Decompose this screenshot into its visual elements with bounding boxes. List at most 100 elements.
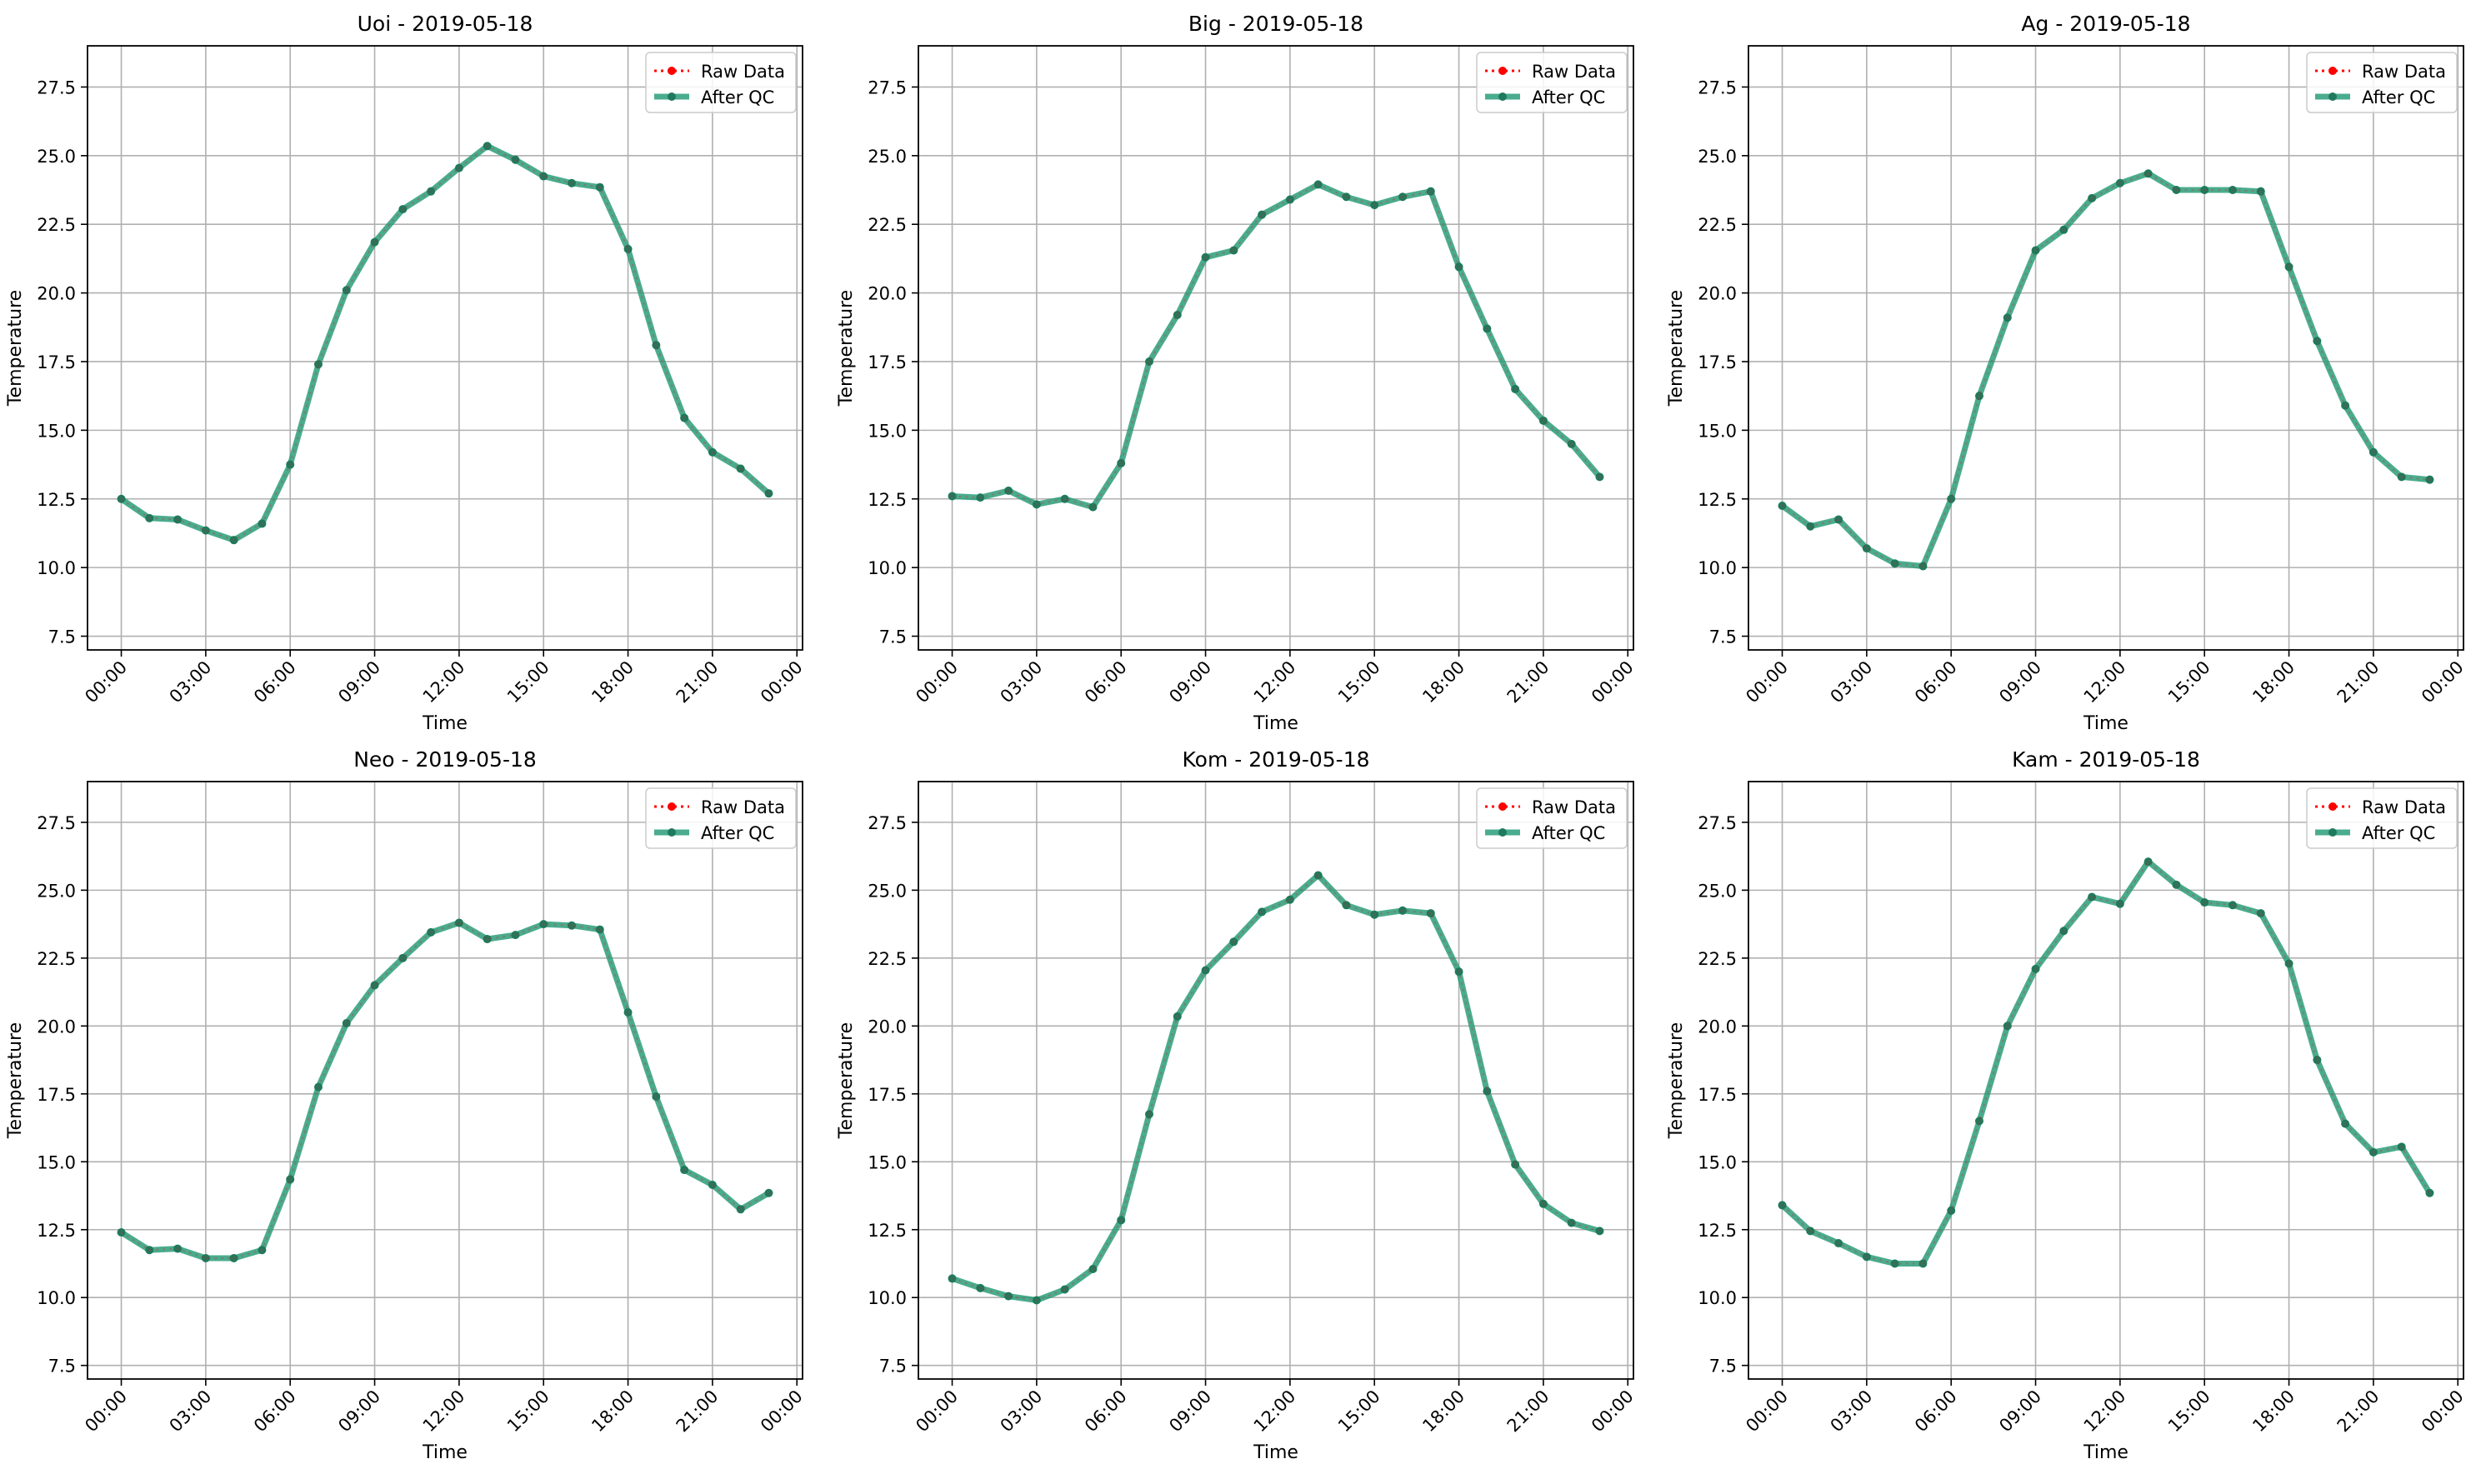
y-axis-label: Temperature bbox=[836, 290, 857, 407]
raw-data-point bbox=[541, 922, 546, 927]
raw-data-point bbox=[1977, 1118, 1982, 1123]
y-axis-label: Temperature bbox=[5, 1022, 26, 1139]
raw-data-point bbox=[1400, 908, 1405, 913]
y-tick-label: 27.5 bbox=[37, 77, 76, 97]
x-tick-label: 03:00 bbox=[997, 1387, 1047, 1437]
y-tick-label: 22.5 bbox=[1698, 949, 1737, 969]
raw-data-point bbox=[766, 491, 771, 496]
raw-data-point bbox=[2118, 181, 2123, 186]
series-line-after-qc bbox=[119, 142, 771, 543]
chart-title: Neo - 2019-05-18 bbox=[353, 747, 537, 772]
raw-data-point bbox=[2061, 928, 2066, 933]
x-tick-label: 00:00 bbox=[81, 1387, 131, 1437]
raw-data-point bbox=[1372, 202, 1377, 207]
x-axis-label: Time bbox=[422, 713, 468, 734]
y-tick-label: 17.5 bbox=[868, 1085, 907, 1105]
raw-data-point bbox=[1343, 194, 1348, 199]
x-axis-label: Time bbox=[1253, 713, 1298, 734]
raw-data-point bbox=[428, 189, 433, 194]
raw-data-point bbox=[1948, 497, 1953, 502]
raw-data-point bbox=[485, 937, 490, 942]
raw-data-point bbox=[2202, 900, 2207, 905]
legend: Raw Data After QC bbox=[2306, 787, 2458, 849]
x-tick-label: 00:00 bbox=[1742, 657, 1792, 707]
y-tick-label: 17.5 bbox=[37, 1085, 76, 1105]
x-tick-label: 00:00 bbox=[757, 1387, 807, 1437]
legend-label-after-qc: After QC bbox=[1532, 823, 1605, 843]
raw-data-point bbox=[766, 1191, 771, 1196]
y-tick-label: 15.0 bbox=[1698, 421, 1737, 441]
raw-data-point bbox=[1175, 1014, 1180, 1019]
raw-data-point bbox=[569, 181, 574, 186]
x-tick-label: 00:00 bbox=[1742, 1387, 1792, 1437]
raw-data-point bbox=[1920, 1261, 1925, 1266]
x-tick-label: 21:00 bbox=[2333, 657, 2383, 707]
raw-data-point bbox=[2287, 264, 2292, 269]
x-tick-label: 06:00 bbox=[1911, 657, 1961, 707]
raw-data-point bbox=[1428, 189, 1433, 194]
x-tick-label: 18:00 bbox=[1418, 657, 1468, 707]
legend-marker-after-qc bbox=[2328, 828, 2337, 837]
y-tick-label: 12.5 bbox=[1698, 1221, 1737, 1241]
raw-data-point bbox=[710, 450, 715, 455]
raw-data-point bbox=[1808, 524, 1813, 529]
raw-data-point bbox=[1063, 1287, 1068, 1292]
x-tick-label: 06:00 bbox=[250, 1387, 300, 1437]
y-tick-label: 25.0 bbox=[37, 147, 76, 167]
x-tick-label: 03:00 bbox=[997, 657, 1047, 707]
axes-frame bbox=[87, 781, 803, 1380]
raw-data-point bbox=[119, 1230, 124, 1235]
raw-data-point bbox=[2343, 1122, 2348, 1127]
raw-data-point bbox=[653, 1094, 658, 1099]
x-tick-label: 00:00 bbox=[2418, 1387, 2468, 1437]
raw-data-point bbox=[1400, 194, 1405, 199]
legend: Raw Data After QC bbox=[1476, 52, 1628, 113]
raw-data-point bbox=[2005, 1023, 2010, 1028]
legend-label-after-qc: After QC bbox=[2362, 823, 2435, 843]
raw-data-point bbox=[2371, 450, 2376, 455]
x-tick-label: 09:00 bbox=[334, 1387, 384, 1437]
raw-data-point bbox=[259, 1247, 264, 1252]
raw-data-point bbox=[2173, 187, 2178, 192]
y-tick-label: 20.0 bbox=[868, 1017, 907, 1037]
axes-frame bbox=[918, 45, 1634, 651]
legend-label-raw-data: Raw Data bbox=[1532, 797, 1616, 817]
raw-data-point bbox=[147, 516, 152, 521]
x-tick-label: 21:00 bbox=[673, 1387, 723, 1437]
raw-data-point bbox=[2314, 338, 2319, 343]
raw-data-point bbox=[1920, 563, 1925, 568]
series-line-after-qc bbox=[1780, 170, 2430, 569]
raw-data-point bbox=[288, 462, 293, 467]
y-tick-label: 10.0 bbox=[1698, 558, 1737, 578]
x-tick-label: 18:00 bbox=[588, 657, 638, 707]
legend-marker-raw-data bbox=[1498, 67, 1507, 75]
x-tick-label: 06:00 bbox=[250, 657, 300, 707]
raw-data-point bbox=[344, 287, 349, 292]
y-tick-label: 27.5 bbox=[1698, 813, 1737, 833]
raw-data-point bbox=[1288, 897, 1293, 902]
raw-data-point bbox=[1893, 1261, 1898, 1266]
raw-data-point bbox=[2399, 1144, 2404, 1149]
raw-data-point bbox=[373, 240, 378, 245]
x-tick-label: 15:00 bbox=[2164, 1387, 2214, 1437]
raw-data-point bbox=[1034, 1297, 1039, 1302]
raw-data-point bbox=[232, 1256, 237, 1261]
raw-data-point bbox=[175, 517, 180, 522]
x-axis-label: Time bbox=[422, 1442, 468, 1463]
series-line-after-qc bbox=[951, 872, 1601, 1303]
raw-data-point bbox=[1541, 1202, 1546, 1207]
y-tick-label: 27.5 bbox=[1698, 77, 1737, 97]
raw-data-point bbox=[1118, 1217, 1123, 1222]
legend-marker-after-qc bbox=[668, 92, 676, 101]
x-tick-label: 00:00 bbox=[81, 657, 131, 707]
x-tick-label: 09:00 bbox=[1165, 657, 1215, 707]
x-tick-label: 15:00 bbox=[1334, 1387, 1384, 1437]
raw-data-point bbox=[1372, 912, 1377, 917]
x-tick-label: 03:00 bbox=[166, 1387, 216, 1437]
raw-data-point bbox=[1118, 461, 1123, 466]
raw-data-point bbox=[1597, 1228, 1602, 1233]
y-tick-label: 10.0 bbox=[868, 558, 907, 578]
x-tick-label: 21:00 bbox=[1503, 1387, 1553, 1437]
legend-label-raw-data: Raw Data bbox=[701, 62, 785, 82]
x-axis-label: Time bbox=[2083, 1442, 2128, 1463]
